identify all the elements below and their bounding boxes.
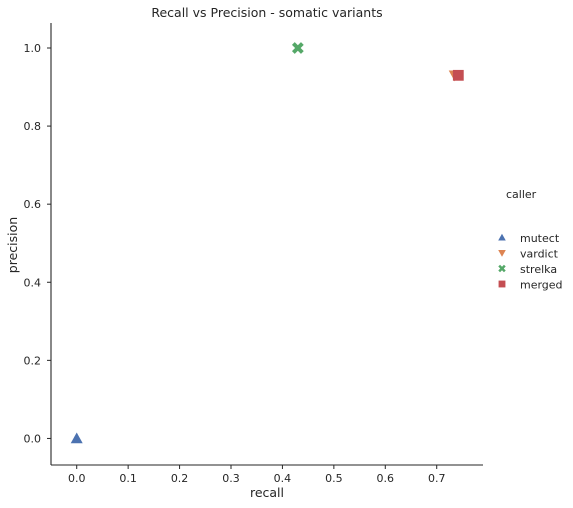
legend-label-vardict: vardict — [520, 248, 559, 261]
y-axis-ticks: 0.0 0.2 0.4 0.6 0.8 1.0 — [24, 42, 51, 445]
y-tick-label: 0.6 — [24, 198, 42, 211]
y-tick-label: 0.0 — [24, 432, 42, 445]
data-point-mutect — [70, 432, 83, 444]
x-axis-label: recall — [250, 485, 284, 500]
y-tick-label: 0.4 — [24, 276, 42, 289]
y-tick-label: 0.2 — [24, 354, 42, 367]
legend-marker-vardict — [498, 249, 506, 257]
legend-marker-mutect — [498, 233, 506, 241]
x-tick-label: 0.5 — [325, 472, 343, 485]
plot-area — [70, 42, 464, 444]
legend-title: caller — [506, 188, 537, 201]
y-axis-label: precision — [5, 217, 20, 273]
chart-title: Recall vs Precision - somatic variants — [151, 5, 382, 20]
y-tick-label: 1.0 — [24, 42, 42, 55]
x-tick-label: 0.0 — [68, 472, 86, 485]
x-tick-label: 0.4 — [274, 472, 292, 485]
legend: caller mutect vardict strelka merged — [498, 188, 563, 292]
y-tick-label: 0.8 — [24, 120, 42, 133]
legend-label-mutect: mutect — [520, 232, 560, 245]
x-tick-label: 0.1 — [119, 472, 137, 485]
legend-marker-merged — [498, 280, 506, 288]
legend-items: mutect vardict strelka merged — [498, 232, 563, 292]
legend-marker-strelka — [498, 264, 506, 273]
x-tick-label: 0.6 — [377, 472, 395, 485]
data-point-strelka — [291, 42, 304, 54]
x-axis-ticks: 0.0 0.1 0.2 0.3 0.4 0.5 0.6 0.7 — [68, 465, 446, 485]
legend-label-strelka: strelka — [520, 263, 557, 276]
x-tick-label: 0.2 — [171, 472, 189, 485]
x-tick-label: 0.7 — [428, 472, 446, 485]
x-tick-label: 0.3 — [222, 472, 240, 485]
legend-label-merged: merged — [520, 279, 563, 292]
data-point-merged — [452, 69, 464, 81]
